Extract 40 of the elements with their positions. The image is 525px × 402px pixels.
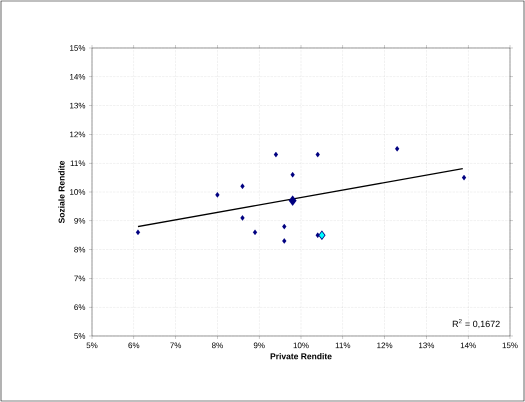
x-tick-label: 9% — [254, 342, 265, 348]
y-tick-label: 9% — [74, 218, 86, 224]
point — [318, 230, 326, 240]
point — [290, 172, 295, 178]
y-tick-label: 15% — [70, 45, 86, 51]
y-tick-label: 11% — [70, 160, 86, 166]
x-tick-label: 15% — [502, 342, 518, 348]
point — [316, 232, 320, 238]
point — [288, 195, 297, 206]
point — [282, 224, 286, 230]
point — [316, 152, 320, 158]
point — [240, 215, 245, 221]
x-axis-title: Private Rendite — [270, 353, 332, 360]
point — [136, 230, 140, 236]
x-tick-label: 6% — [128, 342, 140, 348]
x-tick-label: 7% — [170, 342, 182, 348]
x-tick-label: 8% — [212, 342, 223, 348]
y-tick-label: 13% — [70, 102, 86, 108]
point — [394, 146, 400, 152]
annotation: R$^{2}$ = 0,1672 — [452, 318, 500, 328]
point — [282, 238, 286, 244]
y-tick-label: 8% — [74, 246, 86, 252]
x-tick-label: 14% — [460, 342, 476, 348]
point — [240, 183, 245, 190]
y-tick-label: 12% — [70, 132, 86, 138]
y-axis-title: Soziale Rendite — [58, 160, 65, 224]
point — [252, 230, 258, 236]
point — [462, 174, 466, 180]
x-tick-label: 12% — [377, 342, 392, 348]
point — [215, 192, 220, 198]
y-tick-label: 5% — [74, 333, 86, 339]
x-tick-label: 10% — [294, 342, 309, 348]
x-tick-label: 13% — [419, 342, 434, 348]
y-tick-label: 6% — [74, 304, 86, 310]
x-tick-label: 11% — [336, 342, 350, 348]
y-tick-label: 10% — [70, 189, 86, 195]
y-tick-label: 7% — [74, 276, 86, 282]
point — [274, 152, 278, 158]
y-tick-label: 14% — [70, 74, 86, 80]
x-tick-label: 5% — [86, 342, 98, 348]
